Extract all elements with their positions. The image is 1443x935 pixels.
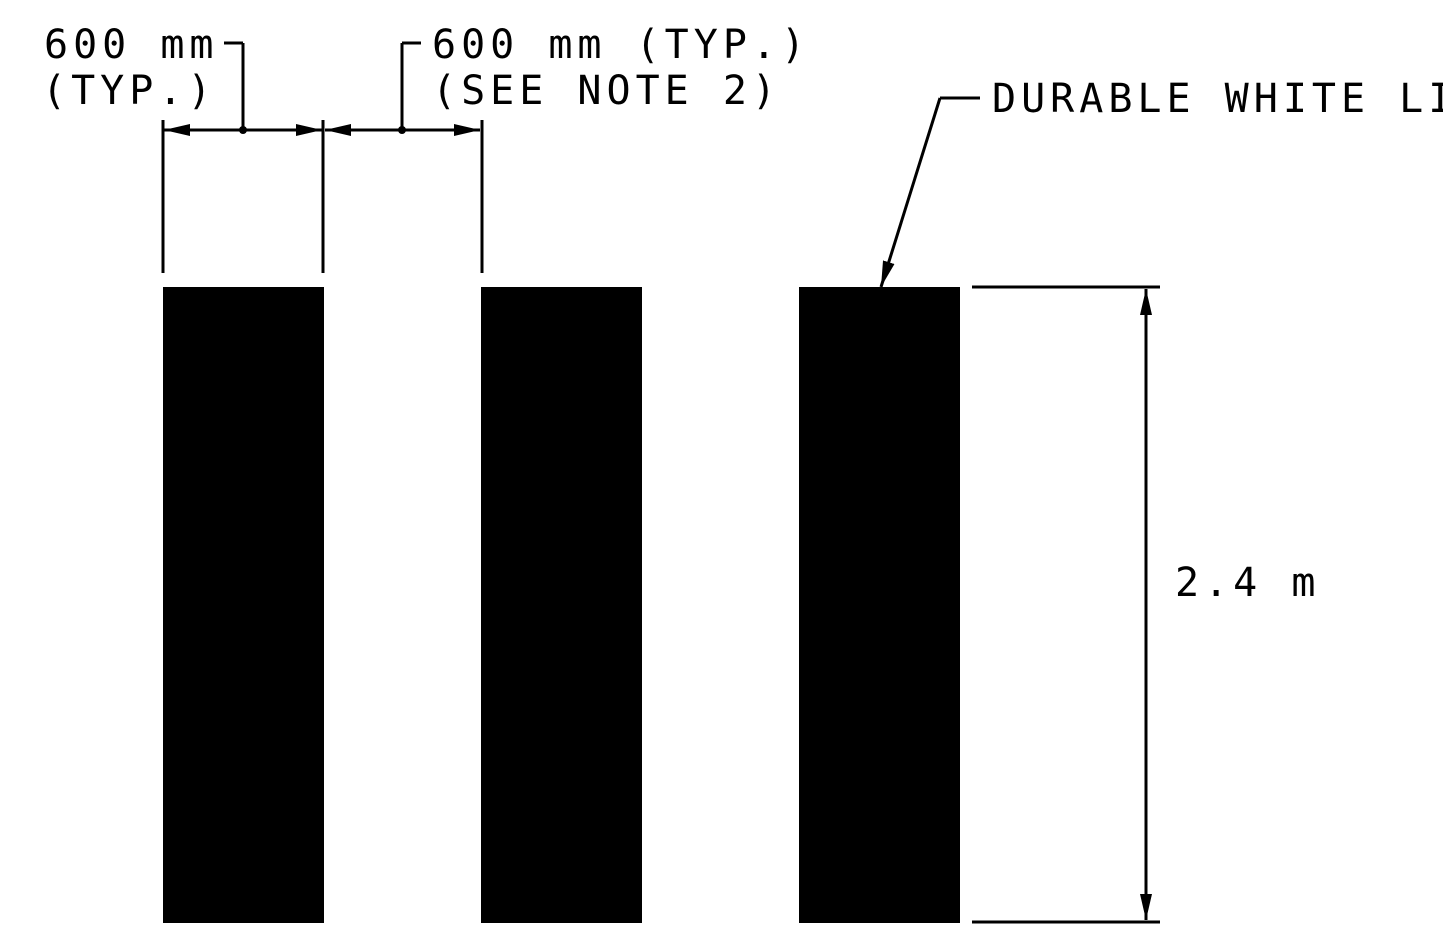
- bar-width-label-line2: (TYP.): [42, 68, 217, 114]
- extension-lines: [161, 120, 484, 273]
- marking-bar-3: [799, 287, 960, 923]
- marking-bar-2: [481, 287, 642, 923]
- bar-length-label: 2.4 m: [1175, 560, 1320, 606]
- gap-width-label-line2: (SEE NOTE 2): [432, 68, 781, 114]
- gap-width-dimension: [325, 41, 480, 136]
- bar-length-dimension: [972, 285, 1160, 924]
- gap-width-label-line1: 600 mm (TYP.): [432, 22, 810, 68]
- callout-leader: [879, 96, 980, 288]
- bar-width-label-line1: 600 mm: [44, 22, 219, 68]
- callout-label: DURABLE WHITE LINE: [992, 76, 1443, 122]
- marking-bar-1: [163, 287, 324, 923]
- bar-width-dimension: [164, 41, 322, 136]
